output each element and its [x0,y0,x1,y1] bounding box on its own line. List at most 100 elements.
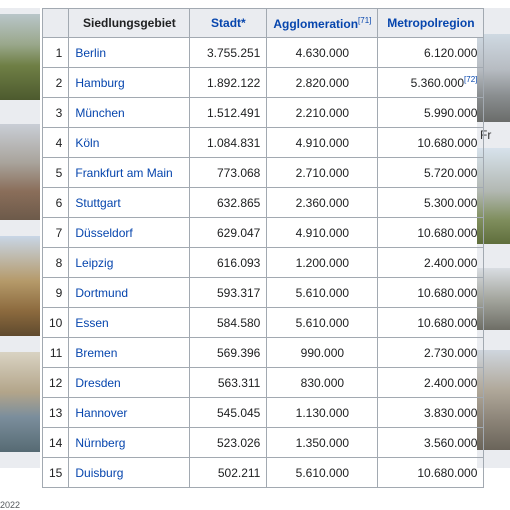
rank-cell: 6 [41,187,70,218]
header-settlement: Siedlungsgebiet [68,8,191,38]
rank-cell: 9 [41,277,70,308]
city-population-cell: 523.026 [189,427,268,458]
table-header-row: Siedlungsgebiet Stadt* Agglomeration[71]… [41,8,485,38]
metro-cell: 3.830.000 [377,397,485,428]
agglomeration-cell: 5.610.000 [266,307,379,338]
table-row: 7 Düsseldorf 629.047 4.910.000 10.680.000 [41,217,485,248]
city-population-cell: 1.892.122 [189,67,268,98]
agglomeration-cell: 2.820.000 [266,67,379,98]
city-population-cell: 545.045 [189,397,268,428]
city-population-cell: 563.311 [189,367,268,398]
table-row: 12 Dresden 563.311 830.000 2.400.000 [41,367,485,398]
city-link[interactable]: Hamburg [68,67,191,98]
photo-berlin-thumbnail[interactable] [0,14,40,100]
table-row: 11 Bremen 569.396 990.000 2.730.000 [41,337,485,368]
rank-cell: 10 [41,307,70,338]
agglomeration-cell: 1.350.000 [266,427,379,458]
agglomeration-cell: 990.000 [266,337,379,368]
city-link[interactable]: Dortmund [68,277,191,308]
table-row: 15 Duisburg 502.211 5.610.000 10.680.000 [41,457,485,488]
agglomeration-ref-link[interactable]: [71] [358,15,372,25]
city-link[interactable]: Bremen [68,337,191,368]
agglomeration-cell: 2.710.000 [266,157,379,188]
rank-cell: 3 [41,97,70,128]
city-link[interactable]: Essen [68,307,191,338]
rank-cell: 4 [41,127,70,158]
city-link[interactable]: Duisburg [68,457,191,488]
header-agglomeration-sortable[interactable]: Agglomeration[71] [266,8,379,38]
rank-cell: 14 [41,427,70,458]
metro-cell: 2.400.000 [377,247,485,278]
city-link[interactable]: Frankfurt am Main [68,157,191,188]
city-link[interactable]: Nürnberg [68,427,191,458]
metro-cell: 2.400.000 [377,367,485,398]
table-row: 3 München 1.512.491 2.210.000 5.990.000 [41,97,485,128]
table-row: 2 Hamburg 1.892.122 2.820.000 5.360.000[72] [41,67,485,98]
table-row: 6 Stuttgart 632.865 2.360.000 5.300.000 [41,187,485,218]
metro-cell: 2.730.000 [377,337,485,368]
rank-cell: 15 [41,457,70,488]
agglomeration-cell: 1.200.000 [266,247,379,278]
city-link[interactable]: Dresden [68,367,191,398]
metro-cell: 3.560.000 [377,427,485,458]
rank-cell: 12 [41,367,70,398]
city-population-cell: 773.068 [189,157,268,188]
agglomeration-cell: 1.130.000 [266,397,379,428]
table-row: 10 Essen 584.580 5.610.000 10.680.000 [41,307,485,338]
metro-cell: 6.120.000 [377,37,485,68]
city-population-cell: 569.396 [189,337,268,368]
footnote-text: 2022 [0,500,21,510]
table-row: 14 Nürnberg 523.026 1.350.000 3.560.000 [41,427,485,458]
rank-cell: 2 [41,67,70,98]
city-population-cell: 584.580 [189,307,268,338]
city-population-cell: 593.317 [189,277,268,308]
city-link[interactable]: Hannover [68,397,191,428]
agglomeration-cell: 830.000 [266,367,379,398]
header-city-sortable[interactable]: Stadt* [189,8,268,38]
table-row: 9 Dortmund 593.317 5.610.000 10.680.000 [41,277,485,308]
agglomeration-cell: 4.910.000 [266,127,379,158]
city-population-cell: 3.755.251 [189,37,268,68]
agglomeration-cell: 4.910.000 [266,217,379,248]
city-population-cell: 629.047 [189,217,268,248]
metro-cell: 10.680.000 [377,457,485,488]
rank-cell: 11 [41,337,70,368]
table-row: 5 Frankfurt am Main 773.068 2.710.000 5.720.… [41,157,485,188]
metro-cell: 10.680.000 [377,307,485,338]
agglomeration-cell: 2.360.000 [266,187,379,218]
metro-cell: 5.990.000 [377,97,485,128]
rank-cell: 8 [41,247,70,278]
city-link[interactable]: München [68,97,191,128]
table-row: 8 Leipzig 616.093 1.200.000 2.400.000 [41,247,485,278]
rank-cell: 5 [41,157,70,188]
agglomeration-cell: 5.610.000 [266,457,379,488]
city-link[interactable]: Stuttgart [68,187,191,218]
rank-cell: 13 [41,397,70,428]
city-link[interactable]: Köln [68,127,191,158]
agglomeration-cell: 4.630.000 [266,37,379,68]
rank-cell: 7 [41,217,70,248]
city-link[interactable]: Leipzig [68,247,191,278]
table-row: 1 Berlin 3.755.251 4.630.000 6.120.000 [41,37,485,68]
table-row: 4 Köln 1.084.831 4.910.000 10.680.000 [41,127,485,158]
city-link[interactable]: Düsseldorf [68,217,191,248]
city-link[interactable]: Berlin [68,37,191,68]
city-population-cell: 632.865 [189,187,268,218]
metro-cell: 10.680.000 [377,217,485,248]
photo-munich-thumbnail[interactable] [0,236,40,336]
photo-cityscape-thumbnail[interactable] [0,124,40,220]
photo-river-thumbnail[interactable] [0,352,40,452]
table-row: 13 Hannover 545.045 1.130.000 3.830.000 [41,397,485,428]
header-metropolitan-sortable[interactable]: Metropolregion [377,8,485,38]
metro-cell: 10.680.000 [377,127,485,158]
city-population-cell: 1.084.831 [189,127,268,158]
metro-cell: 10.680.000 [377,277,485,308]
city-population-cell: 502.211 [189,457,268,488]
metro-ref-link[interactable]: [72] [464,75,478,84]
metro-cell: 5.360.000[72] [377,67,485,98]
cities-table: Siedlungsgebiet Stadt* Agglomeration[71]… [41,8,485,488]
metro-cell: 5.720.000 [377,157,485,188]
agglomeration-cell: 5.610.000 [266,277,379,308]
metro-cell: 5.300.000 [377,187,485,218]
rank-cell: 1 [41,37,70,68]
